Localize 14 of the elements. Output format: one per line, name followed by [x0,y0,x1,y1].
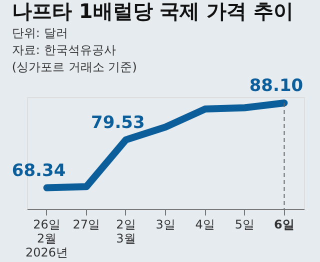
chart-subtitle: 단위: 달러 [12,26,68,40]
data-label: 79.53 [91,112,145,133]
x-tick-label: 4일 [195,218,215,232]
x-tick-label: 6일 [274,218,294,232]
data-label: 68.34 [12,160,66,181]
x-tick-label: 26일 2월 2026년 [26,218,68,260]
text: 자료: 한국석유공사 [12,43,116,58]
chart-title: 나프타 1배럴당 국제 가격 추이 [12,0,294,24]
x-tick-label: 5일 [234,218,254,232]
data-label: 88.10 [249,76,304,96]
x-tick-label: 2일 3월 [116,218,136,246]
x-tick-label: 3일 [156,218,176,232]
text: (싱가포르 거래소 기준) [12,60,137,74]
x-tick-label: 27일 [72,218,100,232]
